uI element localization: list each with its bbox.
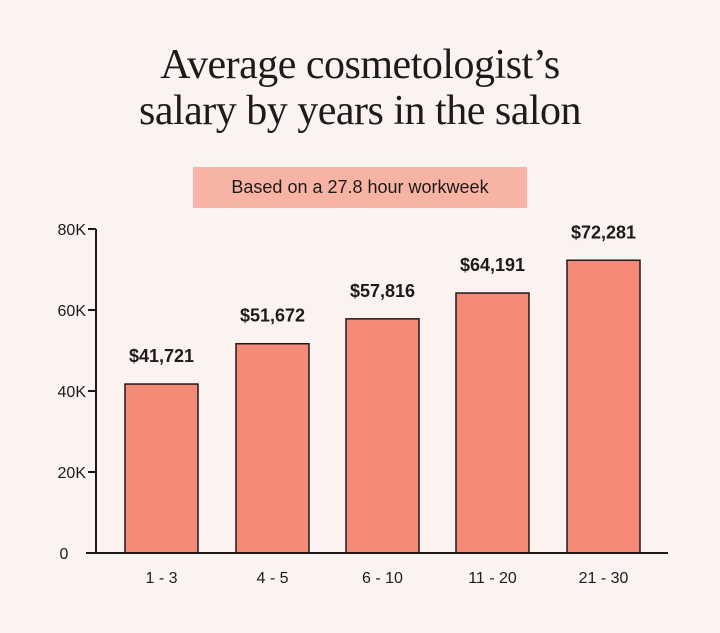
data-label: $72,281 <box>571 222 636 242</box>
bar <box>124 383 199 554</box>
y-tick-label: 0 <box>60 546 69 563</box>
x-tick-label: 1 - 3 <box>145 570 177 587</box>
data-label: $51,672 <box>240 306 305 326</box>
bar <box>455 292 530 554</box>
title-line-1: Average cosmetologist’s <box>160 42 560 88</box>
bar <box>566 259 641 554</box>
x-tick-label: 21 - 30 <box>579 570 629 587</box>
bar <box>235 342 310 554</box>
chart-subtitle: Based on a 27.8 hour workweek <box>193 167 527 208</box>
y-tick-label: 40K <box>58 384 87 401</box>
x-tick-label: 6 - 10 <box>362 570 403 587</box>
bar <box>345 318 420 554</box>
x-tick-label: 11 - 20 <box>468 570 517 587</box>
title-line-2: salary by years in the salon <box>138 88 582 134</box>
data-label: $64,191 <box>460 255 525 275</box>
data-label: $41,721 <box>129 346 194 366</box>
chart-title: Average cosmetologist’s salary by years … <box>0 42 720 134</box>
y-tick-label: 20K <box>58 465 87 482</box>
y-tick-label: 80K <box>58 222 87 239</box>
y-tick-label: 60K <box>58 303 87 320</box>
x-tick-label: 4 - 5 <box>256 570 288 587</box>
data-label: $57,816 <box>350 281 415 301</box>
